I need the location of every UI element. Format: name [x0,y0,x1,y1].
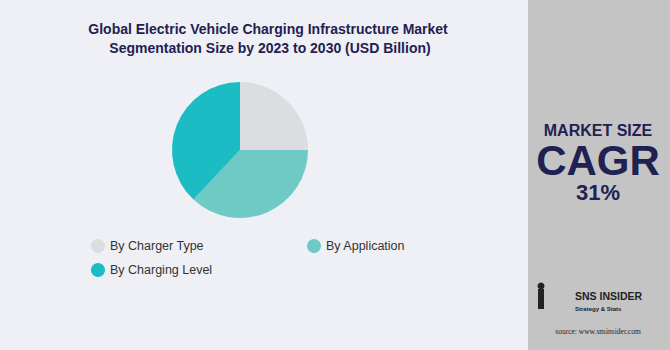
svg-text:By Charger Type: By Charger Type [110,239,204,253]
svg-text:MARKET SIZE: MARKET SIZE [543,121,653,139]
svg-text:source: www.snsinsider.com: source: www.snsinsider.com [555,327,641,336]
svg-text:Global Electric Vehicle Chargi: Global Electric Vehicle Charging Infrast… [88,21,451,37]
svg-text:By Application: By Application [326,239,405,253]
svg-text:Segmentation Size by 2023 to 2: Segmentation Size by 2023 to 2030 (USD B… [109,40,430,56]
svg-text:SNS INSIDER: SNS INSIDER [575,290,643,302]
svg-text:By Charging Level: By Charging Level [110,263,212,277]
svg-text:CAGR: CAGR [536,137,660,184]
svg-text:31%: 31% [576,180,620,205]
svg-text:Strategy & Stats: Strategy & Stats [575,306,622,312]
